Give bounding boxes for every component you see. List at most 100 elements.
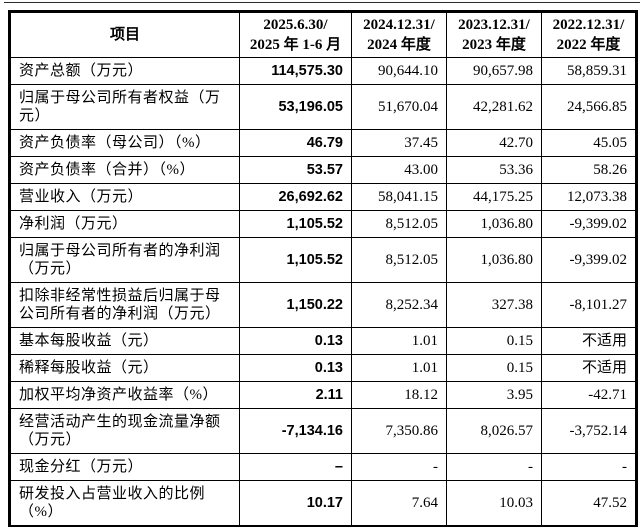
row-item-label: 研发投入占营业收入的比例（%） [9,480,240,527]
financial-summary-table: 项目 2025.6.30/ 2025 年 1-6 月 2024.12.31/ 2… [8,10,638,527]
row-item-label: 稀释每股收益（元） [9,354,240,382]
row-item-label: 资产总额（万元） [9,57,240,85]
row-item-label: 归属于母公司所有者权益（万元） [9,84,240,130]
value-2024: 1.01 [351,327,447,355]
value-2024: 7,350.86 [351,408,447,454]
value-2022: 58.26 [541,156,637,184]
value-2025-h1: 114,575.30 [239,57,352,85]
value-2023: 3.95 [446,381,542,409]
value-2024: 90,644.10 [351,57,447,85]
value-2025-h1: 1,150.22 [239,282,352,328]
column-header-2025: 2025.6.30/ 2025 年 1-6 月 [239,11,352,58]
value-2024: - [351,453,447,481]
value-2022: - [541,453,637,481]
table-row: 加权平均净资产收益率（%） 2.11 18.12 3.95 -42.71 [9,381,637,409]
value-2022: -9,399.02 [541,237,637,283]
row-item-label: 基本每股收益（元） [9,327,240,355]
value-2022: -3,752.14 [541,408,637,454]
table-row: 资产负债率（合并）（%） 53.57 43.00 53.36 58.26 [9,156,637,184]
value-2024: 8,512.05 [351,210,447,238]
header-line2: 2022 年度 [556,37,621,53]
value-2023: 327.38 [446,282,542,328]
value-2025-h1: 0.13 [239,354,352,382]
value-2023: 53.36 [446,156,542,184]
header-line1: 2023.12.31/ [458,17,530,33]
row-item-label: 加权平均净资产收益率（%） [9,381,240,409]
row-item-label: 扣除非经常性损益后归属于母公司所有者的净利润（万元） [9,282,240,328]
row-item-label: 归属于母公司所有者的净利润（万元） [9,237,240,283]
value-2024: 58,041.15 [351,183,447,211]
row-item-label: 营业收入（万元） [9,183,240,211]
table-row: 基本每股收益（元） 0.13 1.01 0.15 不适用 [9,327,637,355]
value-2024: 18.12 [351,381,447,409]
header-line2: 2024 年度 [367,37,431,53]
row-item-label: 现金分红（万元） [9,453,240,481]
table-row: 现金分红（万元） – - - - [9,453,637,481]
column-header-item: 项目 [9,11,240,58]
value-2023: 0.15 [446,354,542,382]
header-line2: 2025 年 1-6 月 [249,37,342,53]
table-row: 归属于母公司所有者的净利润（万元） 1,105.52 8,512.05 1,03… [9,237,637,283]
value-2022: -42.71 [541,381,637,409]
value-2023: - [446,453,542,481]
value-2025-h1: 53.57 [239,156,352,184]
value-2022: 12,073.38 [541,183,637,211]
value-2022: 45.05 [541,129,637,157]
table-row: 归属于母公司所有者权益（万元） 53,196.05 51,670.04 42,2… [9,84,637,130]
value-2022: 不适用 [541,354,637,382]
row-item-label: 资产负债率（合并）（%） [9,156,240,184]
value-2022: 不适用 [541,327,637,355]
table-row: 稀释每股收益（元） 0.13 1.01 0.15 不适用 [9,354,637,382]
value-2024: 51,670.04 [351,84,447,130]
table-row: 研发投入占营业收入的比例（%） 10.17 7.64 10.03 47.52 [9,480,637,527]
value-2025-h1: 1,105.52 [239,210,352,238]
header-line1: 2024.12.31/ [363,17,435,33]
top-divider-line [4,2,640,3]
value-2023: 10.03 [446,480,542,527]
header-line1: 2022.12.31/ [552,17,625,33]
value-2024: 8,252.34 [351,282,447,328]
value-2023: 8,026.57 [446,408,542,454]
value-2023: 0.15 [446,327,542,355]
value-2025-h1: 46.79 [239,129,352,157]
value-2022: 58,859.31 [541,57,637,85]
value-2024: 37.45 [351,129,447,157]
value-2024: 1.01 [351,354,447,382]
column-header-2023: 2023.12.31/ 2023 年度 [446,11,542,58]
value-2025-h1: 10.17 [239,480,352,527]
value-2024: 7.64 [351,480,447,527]
value-2023: 42,281.62 [446,84,542,130]
header-line2: 2023 年度 [462,37,526,53]
column-header-2022: 2022.12.31/ 2022 年度 [541,11,637,58]
table-row: 经营活动产生的现金流量净额（万元） -7,134.16 7,350.86 8,0… [9,408,637,454]
value-2025-h1: – [239,453,352,481]
value-2022: 24,566.85 [541,84,637,130]
row-item-label: 净利润（万元） [9,210,240,238]
row-item-label: 资产负债率（母公司）（%） [9,129,240,157]
table-row: 资产总额（万元） 114,575.30 90,644.10 90,657.98 … [9,57,637,85]
row-item-label: 经营活动产生的现金流量净额（万元） [9,408,240,454]
value-2023: 1,036.80 [446,237,542,283]
value-2022: -8,101.27 [541,282,637,328]
value-2022: 47.52 [541,480,637,527]
value-2025-h1: 2.11 [239,381,352,409]
value-2025-h1: 26,692.62 [239,183,352,211]
value-2023: 90,657.98 [446,57,542,85]
value-2022: -9,399.02 [541,210,637,238]
value-2023: 44,175.25 [446,183,542,211]
value-2024: 43.00 [351,156,447,184]
value-2023: 1,036.80 [446,210,542,238]
header-line1: 项目 [109,27,140,43]
table-row: 营业收入（万元） 26,692.62 58,041.15 44,175.25 1… [9,183,637,211]
value-2024: 8,512.05 [351,237,447,283]
table-header-row: 项目 2025.6.30/ 2025 年 1-6 月 2024.12.31/ 2… [9,11,637,58]
value-2025-h1: -7,134.16 [239,408,352,454]
value-2023: 42.70 [446,129,542,157]
table-row: 资产负债率（母公司）（%） 46.79 37.45 42.70 45.05 [9,129,637,157]
table-row: 扣除非经常性损益后归属于母公司所有者的净利润（万元） 1,150.22 8,25… [9,282,637,328]
table-row: 净利润（万元） 1,105.52 8,512.05 1,036.80 -9,39… [9,210,637,238]
value-2025-h1: 0.13 [239,327,352,355]
value-2025-h1: 53,196.05 [239,84,352,130]
value-2025-h1: 1,105.52 [239,237,352,283]
